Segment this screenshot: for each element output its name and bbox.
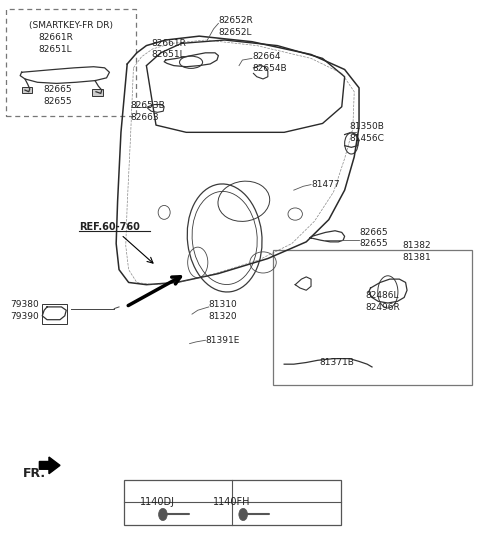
Text: 81371B: 81371B [319,358,354,367]
Text: 1140FH: 1140FH [213,497,250,507]
Text: 1140DJ: 1140DJ [140,497,175,507]
Bar [273,250,472,385]
Text: 82486L
82496R: 82486L 82496R [366,291,400,312]
Bar [42,304,67,324]
Text: 81350B
81456C: 81350B 81456C [349,122,384,143]
Bar [124,480,341,525]
Ellipse shape [239,508,248,520]
Text: 81391E: 81391E [205,336,240,345]
Ellipse shape [158,508,167,520]
Text: 82653B
82663: 82653B 82663 [131,101,165,122]
Polygon shape [39,457,60,474]
Text: 79380
79390: 79380 79390 [11,300,39,321]
Text: 82665
82655: 82665 82655 [359,227,388,249]
Bar [22,87,32,93]
Text: REF.60-760: REF.60-760 [79,222,140,232]
Text: FR.: FR. [23,467,46,480]
Text: 81477: 81477 [311,180,340,189]
Bar [6,9,136,116]
Bar [92,89,103,96]
Text: (SMARTKEY-FR DR): (SMARTKEY-FR DR) [29,21,113,29]
Text: 82661R
82651L: 82661R 82651L [38,33,73,54]
Text: 81310
81320: 81310 81320 [209,300,238,321]
Text: 82652R
82652L: 82652R 82652L [218,16,253,37]
Text: 82664
82654B: 82664 82654B [252,52,287,73]
Text: 81382
81381: 81382 81381 [402,241,431,262]
Text: 82661R
82651L: 82661R 82651L [151,38,186,59]
Text: 82665
82655: 82665 82655 [43,85,72,106]
